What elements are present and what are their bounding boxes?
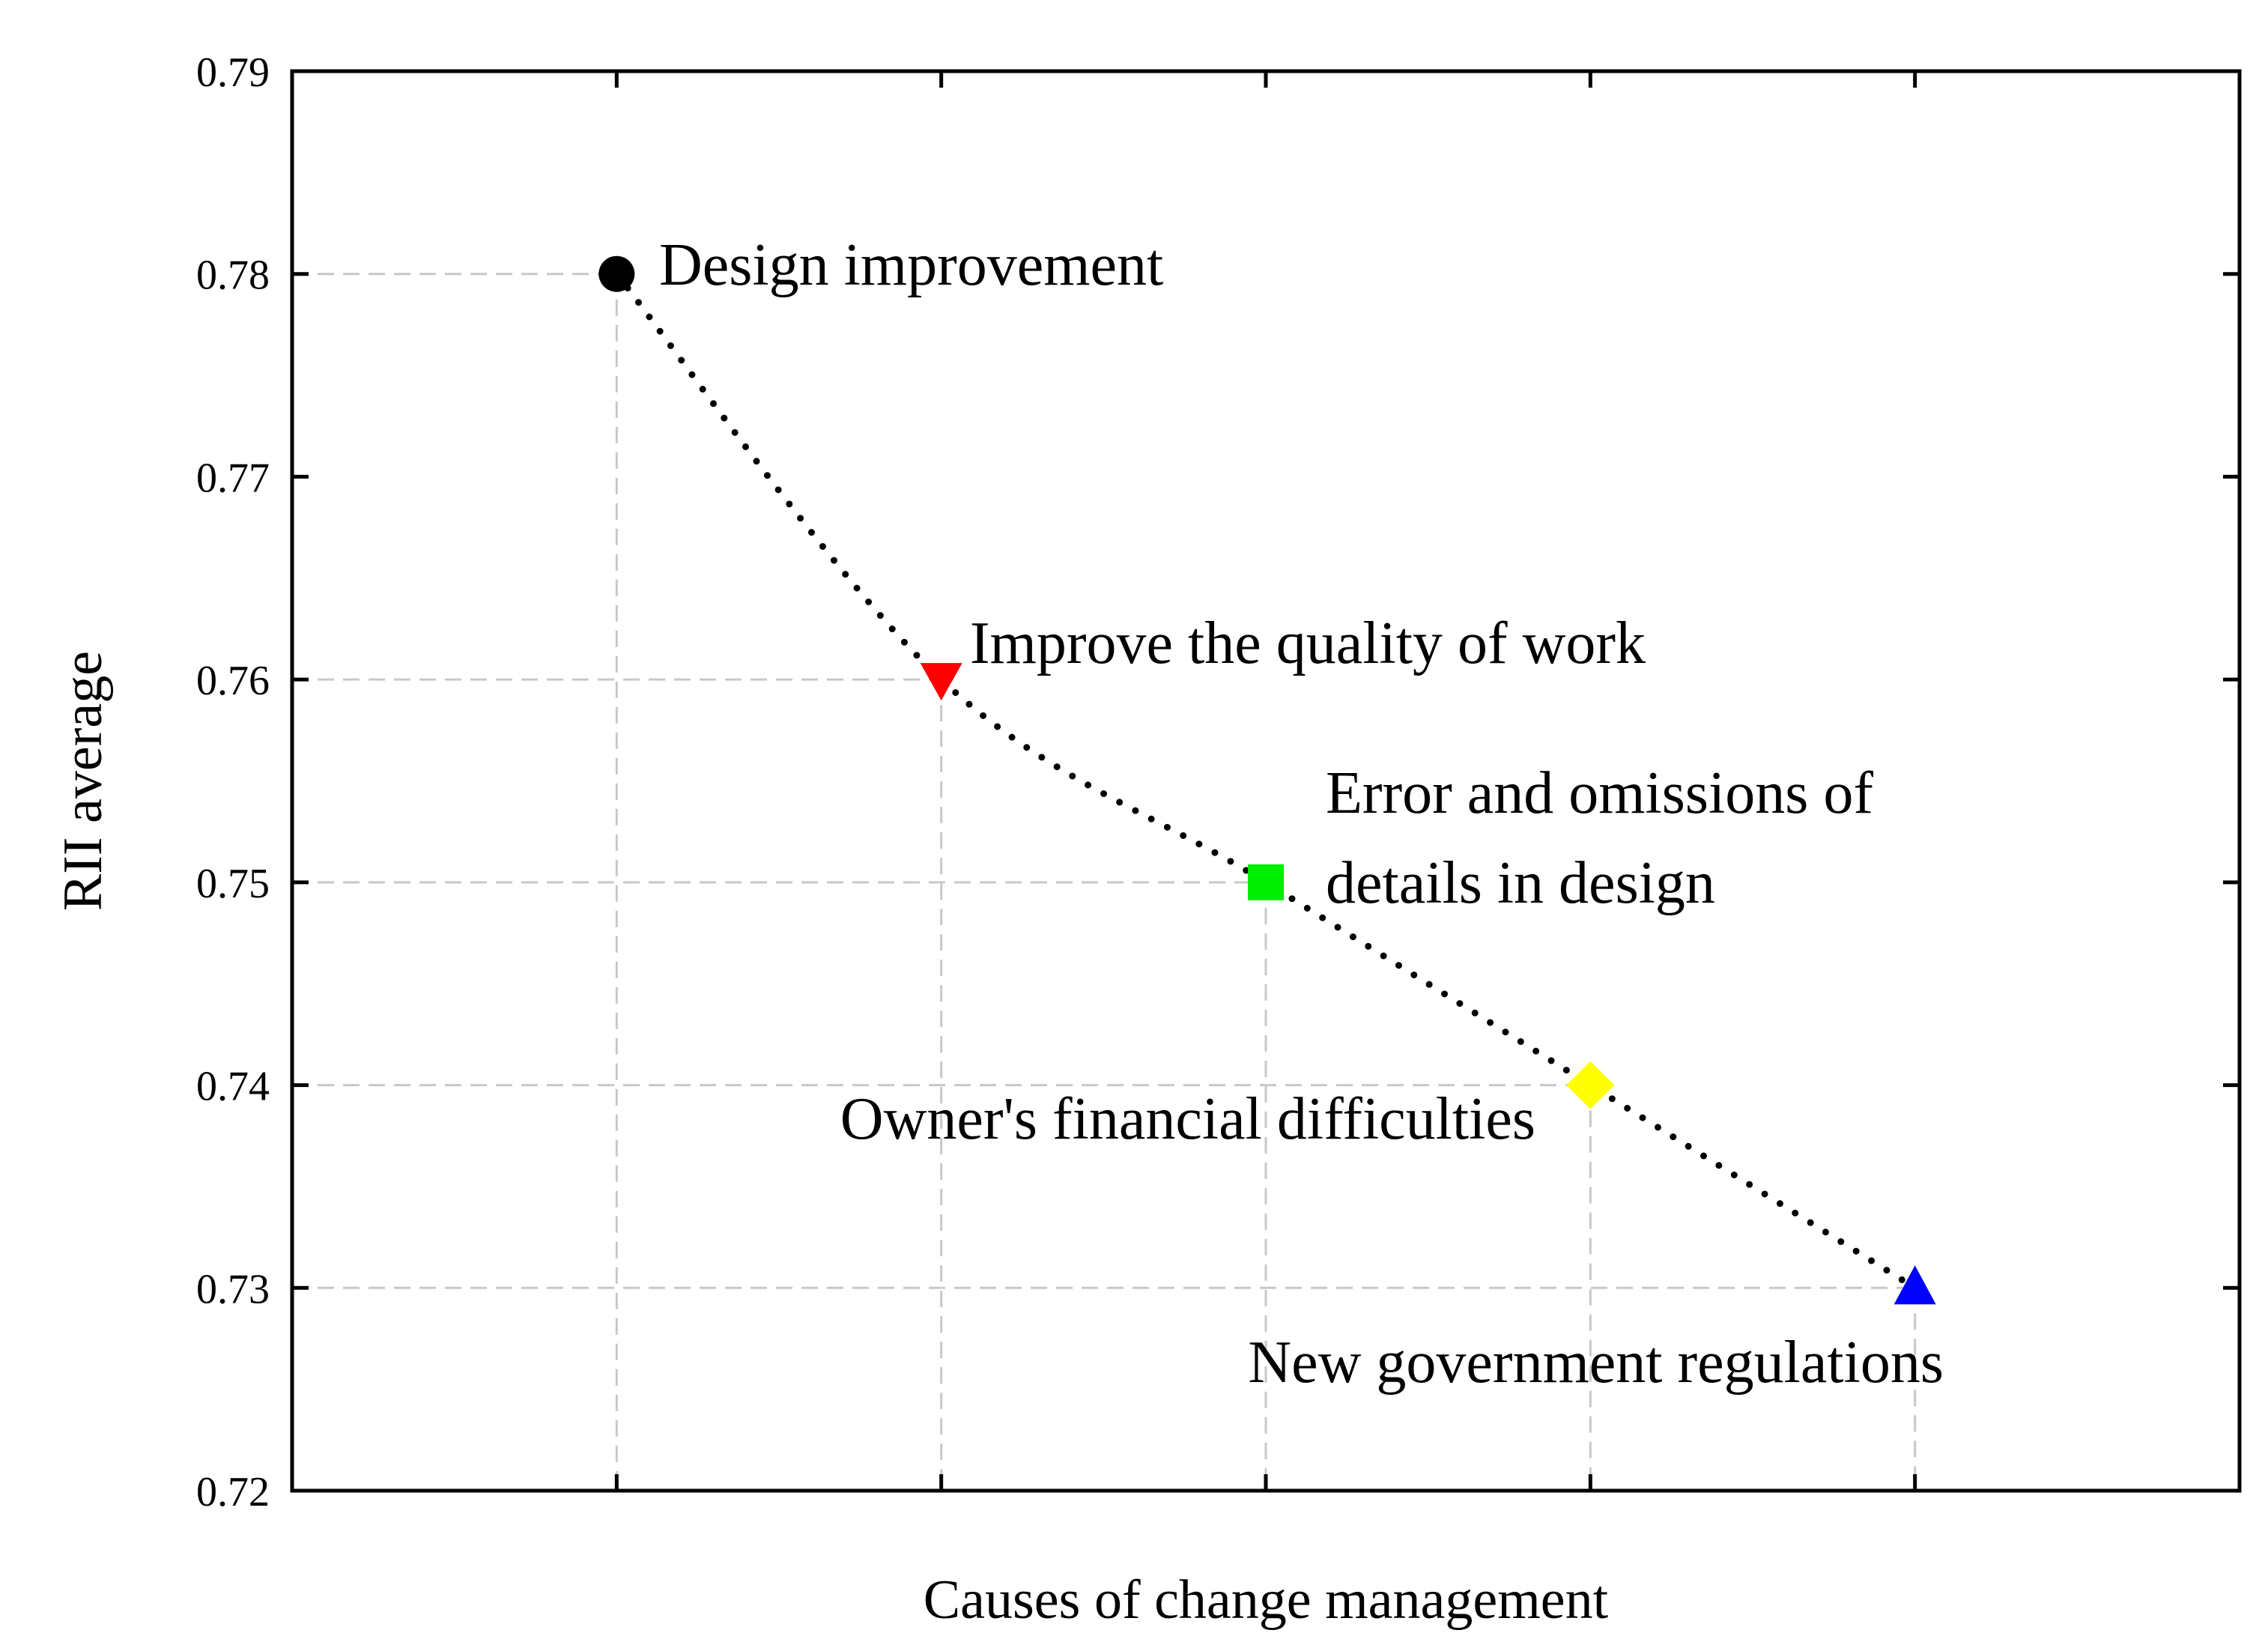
marker-circle: [598, 255, 635, 292]
y-tick-label: 0.72: [196, 1469, 270, 1515]
marker-triangle-up: [1893, 1265, 1936, 1305]
x-axis-title: Causes of change management: [924, 1569, 1609, 1631]
point-label: Improve the quality of work: [970, 611, 1646, 676]
y-tick-label: 0.77: [196, 455, 270, 501]
y-tick-label: 0.78: [196, 252, 270, 299]
point-label: New government regulations: [1248, 1330, 1944, 1396]
y-tick-label: 0.73: [196, 1266, 270, 1312]
point-label-line: Error and omissions of: [1326, 760, 1873, 826]
tick-marks: [292, 69, 2240, 1493]
y-tick-labels: 0.72 0.73 0.74 0.75 0.76 0.77 0.78 0.79: [196, 49, 270, 1515]
point-label: Error and omissions of details in design: [1326, 760, 1873, 916]
y-axis-title: RII average: [52, 651, 114, 911]
y-tick-label: 0.74: [196, 1064, 270, 1110]
marker-triangle-down: [920, 663, 962, 701]
y-tick-label: 0.76: [196, 658, 270, 704]
y-tick-label: 0.79: [196, 49, 270, 96]
point-label-line: details in design: [1326, 850, 1715, 916]
marker-square: [1248, 864, 1284, 900]
grid-lines: [292, 273, 1917, 1491]
point-annotations: Design improvement Improve the quality of…: [659, 232, 1944, 1396]
y-tick-label: 0.75: [196, 861, 270, 907]
point-label: Owner's financial difficulties: [840, 1086, 1535, 1152]
data-markers: [598, 255, 1936, 1305]
point-label: Design improvement: [659, 232, 1163, 298]
marker-diamond: [1566, 1061, 1615, 1109]
